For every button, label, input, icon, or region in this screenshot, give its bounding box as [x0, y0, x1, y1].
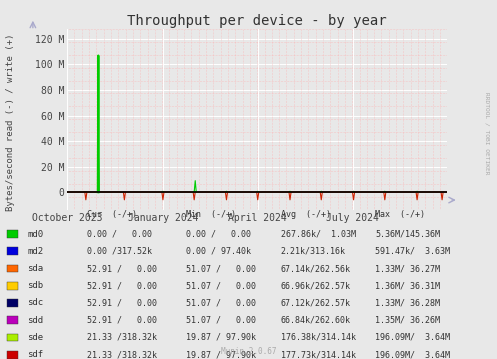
Text: 52.91 /   0.00: 52.91 / 0.00: [87, 316, 157, 325]
Text: sdd: sdd: [27, 316, 43, 325]
Text: 1.36M/ 36.31M: 1.36M/ 36.31M: [375, 281, 440, 290]
Text: 1.33M/ 36.28M: 1.33M/ 36.28M: [375, 298, 440, 308]
Text: Avg  (-/+): Avg (-/+): [281, 210, 331, 219]
Text: 0.00 / 97.40k: 0.00 / 97.40k: [186, 247, 251, 256]
Text: 0.00 /   0.00: 0.00 / 0.00: [87, 229, 152, 239]
Text: 67.12k/262.57k: 67.12k/262.57k: [281, 298, 351, 308]
Text: 19.87 / 97.90k: 19.87 / 97.90k: [186, 333, 256, 342]
Text: Munin 2.0.67: Munin 2.0.67: [221, 347, 276, 356]
Text: sda: sda: [27, 264, 43, 273]
Text: 591.47k/  3.63M: 591.47k/ 3.63M: [375, 247, 450, 256]
Text: 21.33 /318.32k: 21.33 /318.32k: [87, 333, 157, 342]
Text: 196.09M/  3.64M: 196.09M/ 3.64M: [375, 333, 450, 342]
Text: 66.84k/262.60k: 66.84k/262.60k: [281, 316, 351, 325]
Text: 2.21k/313.16k: 2.21k/313.16k: [281, 247, 346, 256]
Text: md2: md2: [27, 247, 43, 256]
Text: 0.00 /317.52k: 0.00 /317.52k: [87, 247, 152, 256]
Text: sdb: sdb: [27, 281, 43, 290]
Title: Throughput per device - by year: Throughput per device - by year: [127, 14, 387, 28]
Text: Cur  (-/+): Cur (-/+): [87, 210, 137, 219]
Text: 19.87 / 97.90k: 19.87 / 97.90k: [186, 350, 256, 359]
Text: 21.33 /318.32k: 21.33 /318.32k: [87, 350, 157, 359]
Text: 51.07 /   0.00: 51.07 / 0.00: [186, 281, 256, 290]
Text: 66.96k/262.57k: 66.96k/262.57k: [281, 281, 351, 290]
Text: sdc: sdc: [27, 298, 43, 308]
Text: 267.86k/  1.03M: 267.86k/ 1.03M: [281, 229, 356, 239]
Text: 196.09M/  3.64M: 196.09M/ 3.64M: [375, 350, 450, 359]
Text: 176.38k/314.14k: 176.38k/314.14k: [281, 333, 356, 342]
Text: 1.33M/ 36.27M: 1.33M/ 36.27M: [375, 264, 440, 273]
Text: 51.07 /   0.00: 51.07 / 0.00: [186, 316, 256, 325]
Text: Bytes/second read (-) / write (+): Bytes/second read (-) / write (+): [6, 33, 15, 211]
Text: 0.00 /   0.00: 0.00 / 0.00: [186, 229, 251, 239]
Text: 5.36M/145.36M: 5.36M/145.36M: [375, 229, 440, 239]
Text: 177.73k/314.14k: 177.73k/314.14k: [281, 350, 356, 359]
Text: Min  (-/+): Min (-/+): [186, 210, 237, 219]
Text: sde: sde: [27, 333, 43, 342]
Text: 52.91 /   0.00: 52.91 / 0.00: [87, 281, 157, 290]
Text: 52.91 /   0.00: 52.91 / 0.00: [87, 298, 157, 308]
Text: RRDTOOL / TOBI OETIKER: RRDTOOL / TOBI OETIKER: [485, 92, 490, 174]
Text: Max  (-/+): Max (-/+): [375, 210, 425, 219]
Text: sdf: sdf: [27, 350, 43, 359]
Text: 1.35M/ 36.26M: 1.35M/ 36.26M: [375, 316, 440, 325]
Text: 51.07 /   0.00: 51.07 / 0.00: [186, 264, 256, 273]
Text: md0: md0: [27, 229, 43, 239]
Text: 51.07 /   0.00: 51.07 / 0.00: [186, 298, 256, 308]
Text: 52.91 /   0.00: 52.91 / 0.00: [87, 264, 157, 273]
Text: 67.14k/262.56k: 67.14k/262.56k: [281, 264, 351, 273]
